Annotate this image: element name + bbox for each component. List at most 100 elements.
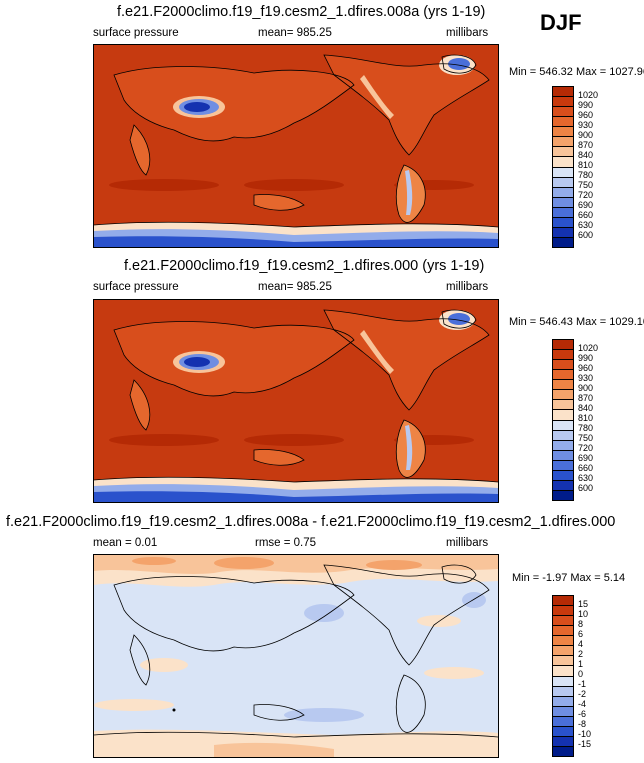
colorbar-swatch: [553, 127, 573, 138]
colorbar-label: 900: [578, 130, 594, 140]
colorbar-label: 870: [578, 393, 594, 403]
colorbar-label: 930: [578, 120, 594, 130]
colorbar-swatch: [553, 736, 573, 747]
colorbar-label: 960: [578, 363, 594, 373]
colorbar-label: 4: [578, 639, 584, 649]
colorbar-swatch: [553, 147, 573, 158]
colorbar-swatch: [553, 480, 573, 491]
colorbar-swatch: [553, 490, 573, 500]
colorbar-label: 840: [578, 150, 594, 160]
colorbar-label: 960: [578, 110, 594, 120]
colorbar-label: 0: [578, 669, 584, 679]
panel-2-colorbar: [552, 339, 574, 501]
panel-1-colorbar: [552, 86, 574, 248]
colorbar-label: 660: [578, 463, 594, 473]
panel-3-mean: mean = 0.01: [93, 537, 158, 549]
colorbar-swatch: [553, 400, 573, 411]
panel-1-minmax: Min = 546.32 Max = 1027.96: [509, 66, 644, 78]
colorbar-label: 8: [578, 619, 584, 629]
panel-2-units: millibars: [446, 281, 489, 293]
panel-1-units: millibars: [446, 27, 489, 39]
colorbar-label: 600: [578, 230, 594, 240]
colorbar-swatch: [553, 87, 573, 98]
colorbar-swatch: [553, 227, 573, 238]
colorbar-swatch: [553, 450, 573, 461]
colorbar-swatch: [553, 706, 573, 717]
colorbar-swatch: [553, 470, 573, 481]
panel-2-variable: surface pressure: [93, 281, 179, 293]
colorbar-label: 660: [578, 210, 594, 220]
colorbar-swatch: [553, 197, 573, 208]
colorbar-swatch: [553, 207, 573, 218]
panel-3-colorbar: [552, 595, 574, 757]
colorbar-label: 720: [578, 443, 594, 453]
colorbar-label: 630: [578, 220, 594, 230]
colorbar-label: 6: [578, 629, 584, 639]
colorbar-label: -2: [578, 689, 587, 699]
colorbar-swatch: [553, 440, 573, 451]
colorbar-label: 15: [578, 599, 589, 609]
colorbar-label: 1020: [578, 343, 599, 353]
panel-1-variable: surface pressure: [93, 27, 179, 39]
colorbar-label: 750: [578, 180, 594, 190]
panel-3-minmax: Min = -1.97 Max = 5.14: [512, 572, 626, 584]
colorbar-swatch: [553, 666, 573, 677]
colorbar-label: 690: [578, 453, 594, 463]
colorbar-swatch: [553, 237, 573, 247]
colorbar-swatch: [553, 167, 573, 178]
panel-2-title: f.e21.F2000climo.f19_f19.cesm2_1.dfires.…: [124, 258, 485, 274]
colorbar-label: 2: [578, 649, 584, 659]
panel-2-map-svg: [94, 300, 498, 502]
colorbar-swatch: [553, 410, 573, 421]
colorbar-label: 930: [578, 373, 594, 383]
colorbar-swatch: [553, 460, 573, 471]
colorbar-swatch: [553, 430, 573, 441]
season-label: DJF: [540, 10, 582, 35]
colorbar-swatch: [553, 636, 573, 647]
colorbar-swatch: [553, 177, 573, 188]
colorbar-label: 810: [578, 413, 594, 423]
colorbar-swatch: [553, 380, 573, 391]
colorbar-label: -4: [578, 699, 587, 709]
colorbar-swatch: [553, 656, 573, 667]
colorbar-swatch: [553, 596, 573, 607]
colorbar-label: 840: [578, 403, 594, 413]
colorbar-swatch: [553, 626, 573, 637]
colorbar-label: -6: [578, 709, 587, 719]
colorbar-label: 720: [578, 190, 594, 200]
colorbar-label: 750: [578, 433, 594, 443]
colorbar-swatch: [553, 390, 573, 401]
colorbar-swatch: [553, 746, 573, 756]
panel-1-map-svg: [94, 45, 498, 247]
colorbar-label: 1: [578, 659, 584, 669]
colorbar-label: 990: [578, 100, 594, 110]
panel-3-units: millibars: [446, 537, 489, 549]
colorbar-swatch: [553, 137, 573, 148]
colorbar-label: 870: [578, 140, 594, 150]
colorbar-swatch: [553, 360, 573, 371]
panel-2-mean: mean= 985.25: [258, 281, 332, 293]
colorbar-swatch: [553, 217, 573, 228]
panel-3-title: f.e21.F2000climo.f19_f19.cesm2_1.dfires.…: [6, 514, 616, 530]
colorbar-swatch: [553, 696, 573, 707]
colorbar-label: -8: [578, 719, 587, 729]
colorbar-label: 630: [578, 473, 594, 483]
colorbar-label: 1020: [578, 90, 599, 100]
panel-3-map: [93, 554, 499, 758]
colorbar-label: 600: [578, 483, 594, 493]
colorbar-label: 810: [578, 160, 594, 170]
colorbar-swatch: [553, 350, 573, 361]
colorbar-swatch: [553, 726, 573, 737]
colorbar-swatch: [553, 616, 573, 627]
colorbar-swatch: [553, 686, 573, 697]
colorbar-swatch: [553, 676, 573, 687]
colorbar-label: 780: [578, 423, 594, 433]
colorbar-swatch: [553, 606, 573, 617]
colorbar-swatch: [553, 716, 573, 727]
colorbar-label: 900: [578, 383, 594, 393]
panel-2-map: [93, 299, 499, 503]
colorbar-label: 10: [578, 609, 589, 619]
colorbar-swatch: [553, 420, 573, 431]
panel-3-rmse: rmse = 0.75: [255, 537, 317, 549]
panel-1-title: f.e21.F2000climo.f19_f19.cesm2_1.dfires.…: [117, 4, 486, 20]
